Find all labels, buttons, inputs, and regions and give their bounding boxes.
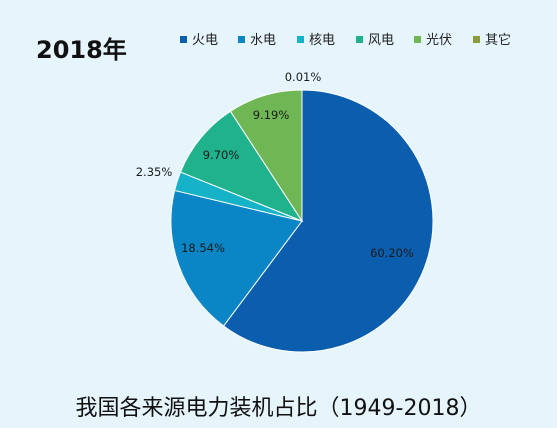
slice-label-1: 18.54% [181,241,225,255]
legend-swatch-1 [238,36,245,43]
slice-label-5: 0.01% [285,70,322,84]
pie-slice-3 [179,110,304,223]
slice-label-4: 9.19% [253,108,290,122]
slice-label-3: 9.70% [203,148,240,162]
legend-swatch-3 [356,36,363,43]
legend-label-4: 光伏 [426,33,452,48]
pie-slice-0 [222,89,434,353]
chart-title: 2018年 [36,36,127,64]
legend-label-5: 其它 [485,32,511,48]
legend-swatch-0 [180,36,187,43]
pie-slice-1 [170,189,303,327]
legend-swatch-5 [473,36,480,43]
pie-labels: 60.20% 18.54% 2.35% 9.70% 9.19% 0.01% [136,70,414,260]
legend-swatch-2 [297,36,304,43]
legend-label-0: 火电 [192,33,218,48]
legend-label-2: 核电 [309,33,335,48]
slice-label-2: 2.35% [136,165,173,179]
pie-slice-4 [229,89,303,223]
pie-slices [170,89,434,353]
chart-caption: 我国各来源电力装机占比（1949-2018） [75,396,482,421]
legend-swatch-4 [414,36,421,43]
legend-label-3: 风电 [368,33,394,48]
slice-label-0: 60.20% [370,246,414,260]
legend-label-1: 水电 [250,33,276,48]
legend: 火电 水电 核电 风电 光伏 其它 [180,32,511,48]
